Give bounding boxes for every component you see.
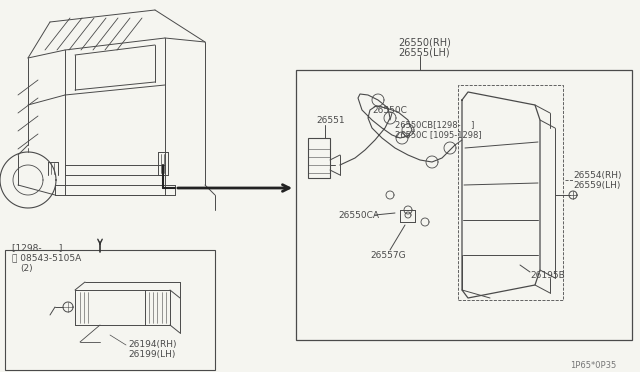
- Text: [1298-      ]: [1298- ]: [12, 244, 62, 253]
- Text: 26550CB[1298-    ]: 26550CB[1298- ]: [395, 121, 474, 129]
- Bar: [458, 85, 563, 300]
- Text: 26551: 26551: [316, 115, 344, 125]
- Text: 26550C: 26550C: [372, 106, 407, 115]
- Text: 26559(LH): 26559(LH): [573, 180, 620, 189]
- Text: 26557G: 26557G: [370, 250, 406, 260]
- Text: 26550C [1095-1298]: 26550C [1095-1298]: [395, 131, 482, 140]
- Text: Ⓢ 08543-5105A: Ⓢ 08543-5105A: [12, 253, 81, 263]
- Text: 26554(RH): 26554(RH): [573, 170, 621, 180]
- Bar: [296, 70, 632, 340]
- Text: 26195B: 26195B: [530, 270, 564, 279]
- Text: 26550CA: 26550CA: [338, 211, 379, 219]
- Text: 26555(LH): 26555(LH): [398, 47, 450, 57]
- Text: 26194(RH): 26194(RH): [128, 340, 177, 350]
- Text: (2): (2): [20, 263, 33, 273]
- Bar: [5, 250, 215, 370]
- Text: 1P65*0P35: 1P65*0P35: [570, 360, 616, 369]
- Text: 26550(RH): 26550(RH): [398, 37, 451, 47]
- Text: 26199(LH): 26199(LH): [128, 350, 175, 359]
- Bar: [308, 138, 330, 178]
